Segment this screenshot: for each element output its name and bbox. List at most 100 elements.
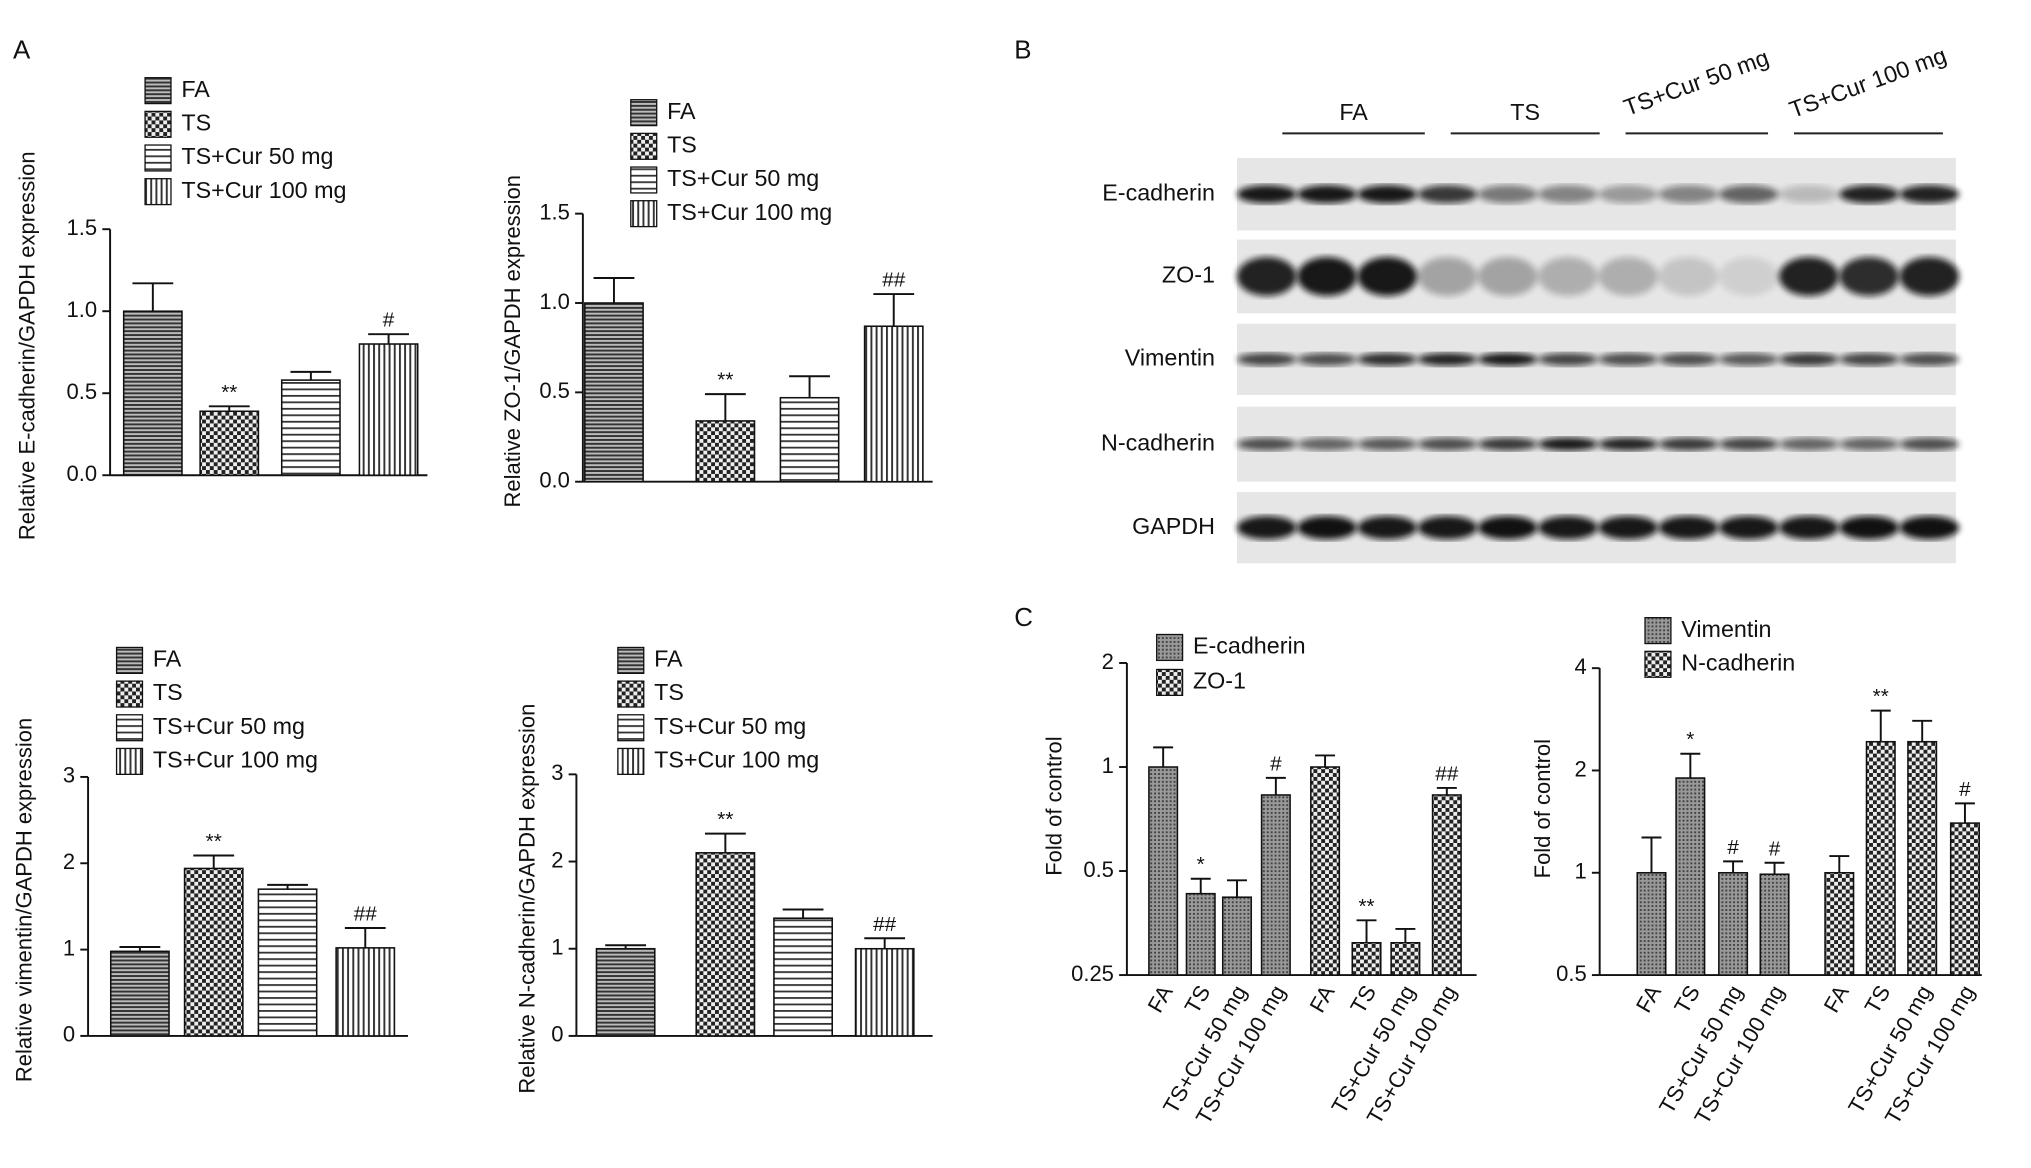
blot-band — [1899, 437, 1960, 451]
bar — [1865, 740, 1896, 976]
blot-band — [1538, 516, 1598, 540]
y-tick-label: 1.5 — [67, 215, 98, 240]
legend-label: ZO-1 — [1193, 668, 1246, 694]
blot-band — [1658, 185, 1719, 204]
blot-band — [1236, 185, 1297, 204]
legend-swatch — [1644, 650, 1672, 678]
legend-label: TS+Cur 50 mg — [153, 713, 305, 739]
blot-band — [1297, 352, 1357, 366]
legend-swatch — [630, 99, 658, 127]
annotation: * — [1197, 853, 1205, 876]
annotation: # — [1270, 752, 1282, 775]
annotation: ** — [717, 369, 733, 392]
bar — [257, 888, 318, 1037]
y-tick-label: 1 — [551, 935, 563, 960]
y-tick-label: 0.5 — [67, 379, 98, 404]
y-tick-label: 1 — [1102, 753, 1114, 778]
blot-band — [1357, 516, 1418, 540]
y-tick-label: 3 — [551, 760, 563, 785]
blot-band — [1839, 352, 1899, 366]
legend-swatch — [115, 714, 144, 742]
blot-band — [1839, 516, 1899, 540]
legend-swatch — [1644, 617, 1672, 645]
legend-swatch — [630, 132, 658, 160]
blot-band — [1477, 257, 1538, 296]
legend-swatch — [617, 714, 645, 742]
annotation: # — [1727, 836, 1739, 859]
y-tick-label: 0.5 — [1556, 961, 1587, 986]
blot-band — [1297, 437, 1357, 451]
legend-label: TS+Cur 100 mg — [667, 199, 832, 225]
legend-label: N-cadherin — [1681, 649, 1795, 675]
blot-band — [1899, 516, 1960, 540]
legend-swatch — [144, 77, 172, 105]
bar — [773, 917, 833, 1037]
legend-swatch — [115, 680, 144, 708]
bar — [1310, 766, 1341, 976]
panel-label: A — [13, 37, 31, 65]
panel-label: B — [1014, 37, 1031, 65]
blot-band — [1598, 257, 1658, 296]
blot-band — [1658, 352, 1719, 366]
bar — [183, 867, 244, 1037]
blot-band — [1538, 257, 1598, 296]
annotation: # — [1959, 778, 1971, 801]
y-axis-label: Relative E-cadherin/GAPDH expression — [14, 151, 39, 540]
legend-swatch — [144, 110, 172, 138]
blot-band — [1477, 185, 1538, 204]
y-axis-label: Relative ZO-1/GAPDH expression — [500, 175, 525, 508]
legend-label: TS — [181, 109, 211, 135]
blot-band — [1236, 257, 1297, 296]
group-label: FA — [1339, 99, 1368, 125]
annotation: ## — [1435, 762, 1459, 785]
blot-band — [1477, 516, 1538, 540]
bar — [595, 947, 656, 1037]
legend-swatch — [630, 166, 658, 194]
bar — [1949, 822, 1980, 976]
bar — [695, 852, 756, 1037]
bar — [584, 302, 644, 483]
y-tick-label: 0.5 — [1083, 857, 1114, 882]
y-axis-label: Fold of control — [1530, 739, 1555, 878]
y-tick-label: 1.0 — [67, 297, 98, 322]
bar — [1824, 871, 1855, 976]
blot-band — [1718, 437, 1779, 451]
bar — [854, 947, 915, 1037]
blot-band — [1899, 257, 1960, 296]
bar — [1148, 766, 1179, 976]
annotation: ** — [717, 808, 733, 831]
legend-swatch — [617, 747, 645, 775]
bar — [1351, 942, 1382, 976]
bar — [1636, 871, 1667, 976]
y-tick-label: 2 — [1102, 649, 1114, 674]
blot-band — [1297, 257, 1357, 296]
y-tick-label: 0 — [551, 1022, 563, 1047]
bar — [1675, 777, 1706, 976]
group-label: TS — [1510, 99, 1540, 125]
x-tick-label: TS — [1860, 981, 1896, 1018]
annotation: * — [1686, 728, 1694, 751]
bar — [779, 396, 840, 483]
blot-band — [1357, 185, 1418, 204]
legend-swatch — [1156, 668, 1184, 697]
x-tick-label: TS — [1669, 981, 1705, 1018]
y-axis-label: Relative vimentin/GAPDH expression — [12, 718, 37, 1082]
annotation: ** — [221, 381, 237, 404]
blot-band — [1598, 352, 1658, 366]
bar — [1759, 873, 1790, 976]
protein-label: E-cadherin — [1102, 179, 1215, 205]
legend-swatch — [617, 680, 645, 708]
protein-label: GAPDH — [1132, 513, 1215, 539]
legend-label: FA — [667, 98, 696, 124]
blot-band — [1779, 185, 1839, 204]
bar — [199, 410, 260, 477]
legend-label: FA — [181, 76, 210, 102]
blot-band — [1598, 516, 1658, 540]
legend-label: TS+Cur 50 mg — [654, 713, 806, 739]
blot-band — [1538, 437, 1598, 451]
blot-band — [1658, 257, 1719, 296]
legend-label: TS — [667, 131, 697, 157]
blot-band — [1899, 352, 1960, 366]
legend-label: TS+Cur 100 mg — [153, 747, 318, 773]
